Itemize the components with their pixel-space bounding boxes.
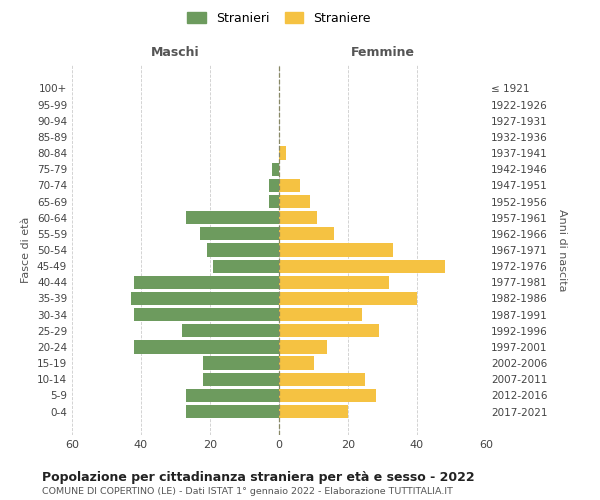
Bar <box>279 195 310 208</box>
Text: COMUNE DI COPERTINO (LE) - Dati ISTAT 1° gennaio 2022 - Elaborazione TUTTITALIA.: COMUNE DI COPERTINO (LE) - Dati ISTAT 1°… <box>42 487 453 496</box>
Bar <box>279 211 317 224</box>
Bar <box>279 324 379 338</box>
Bar <box>214 260 279 273</box>
Bar <box>272 162 279 176</box>
Text: Maschi: Maschi <box>151 46 200 60</box>
Bar <box>203 356 279 370</box>
Bar <box>279 260 445 273</box>
Legend: Stranieri, Straniere: Stranieri, Straniere <box>187 12 371 25</box>
Y-axis label: Anni di nascita: Anni di nascita <box>557 209 567 291</box>
Bar <box>134 340 279 353</box>
Bar <box>279 405 348 418</box>
Bar <box>134 276 279 289</box>
Bar <box>200 227 279 240</box>
Bar <box>279 276 389 289</box>
Text: Femmine: Femmine <box>350 46 415 60</box>
Bar <box>279 340 328 353</box>
Bar <box>279 227 334 240</box>
Bar <box>279 356 314 370</box>
Bar <box>279 146 286 160</box>
Bar <box>279 179 300 192</box>
Text: Popolazione per cittadinanza straniera per età e sesso - 2022: Popolazione per cittadinanza straniera p… <box>42 472 475 484</box>
Bar <box>279 308 362 321</box>
Bar <box>203 372 279 386</box>
Bar <box>186 389 279 402</box>
Bar <box>279 292 417 305</box>
Bar <box>182 324 279 338</box>
Bar <box>186 405 279 418</box>
Bar <box>134 308 279 321</box>
Bar <box>269 195 279 208</box>
Bar <box>279 389 376 402</box>
Y-axis label: Fasce di età: Fasce di età <box>22 217 31 283</box>
Bar <box>279 244 393 256</box>
Bar <box>206 244 279 256</box>
Bar <box>131 292 279 305</box>
Bar <box>186 211 279 224</box>
Bar <box>279 372 365 386</box>
Bar <box>269 179 279 192</box>
